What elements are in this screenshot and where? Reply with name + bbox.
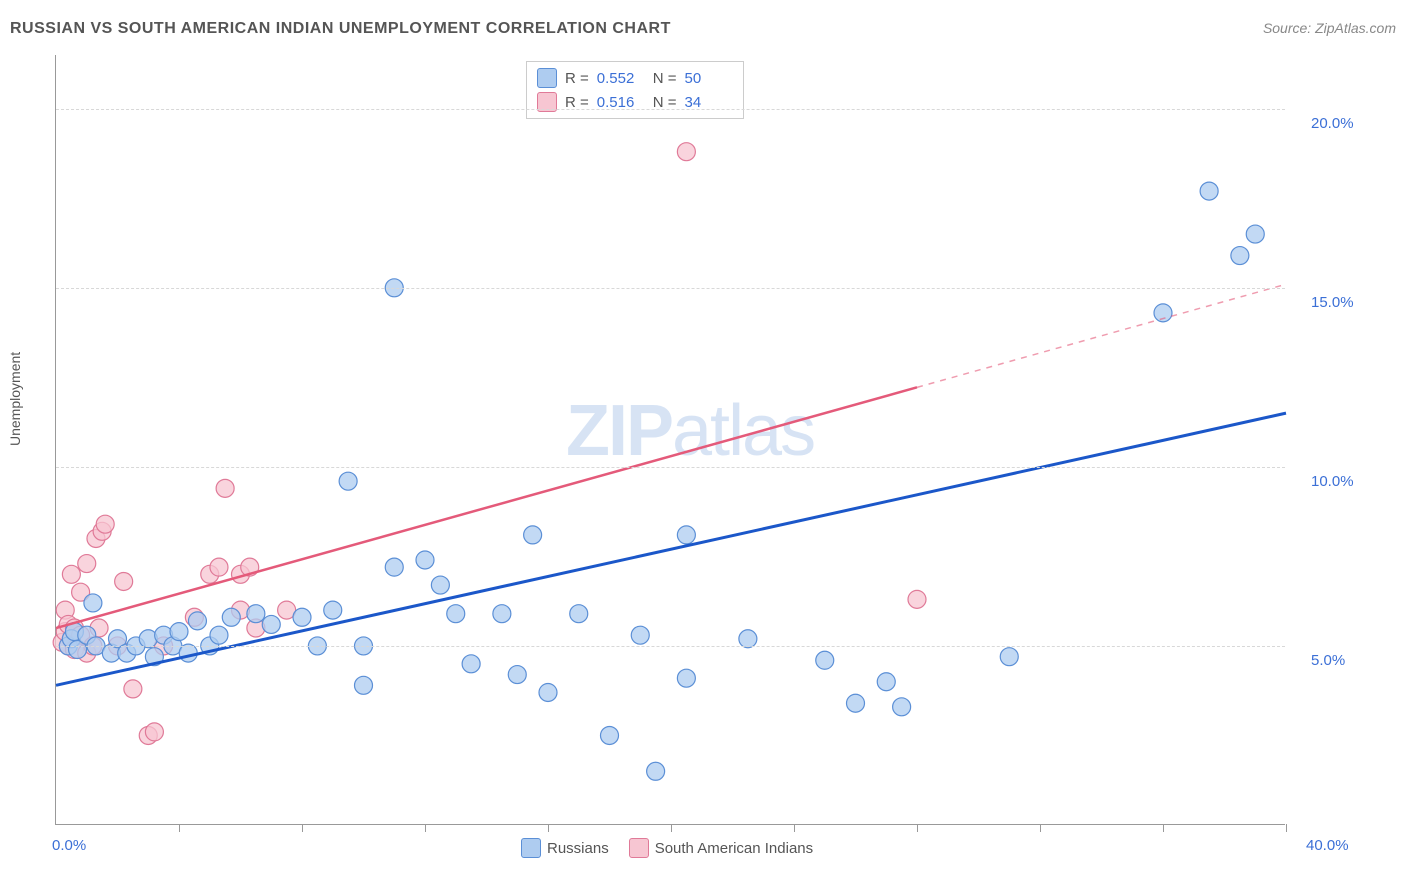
chart-title: RUSSIAN VS SOUTH AMERICAN INDIAN UNEMPLO… [10,20,671,38]
x-tick [179,824,180,832]
data-point-russians [508,666,526,684]
gridline-h [56,288,1285,289]
source-attribution: Source: ZipAtlas.com [1263,20,1396,36]
data-point-sai [62,565,80,583]
data-point-russians [570,605,588,623]
data-point-russians [262,615,280,633]
corr-row-russians: R = 0.552 N = 50 [537,66,733,90]
data-point-russians [431,576,449,594]
data-point-russians [631,626,649,644]
data-point-russians [493,605,511,623]
data-point-russians [539,683,557,701]
data-point-sai [210,558,228,576]
x-tick [1040,824,1041,832]
x-tick [917,824,918,832]
data-point-russians [222,608,240,626]
data-point-russians [339,472,357,490]
n-value-russians: 50 [685,70,733,87]
data-point-sai [145,723,163,741]
n-label: N = [653,70,677,87]
data-point-russians [1246,225,1264,243]
plot-area: ZIPatlas R =0.552N =50R =0.516N =34 Russ… [55,55,1285,825]
x-tick [425,824,426,832]
data-point-russians [462,655,480,673]
data-point-russians [247,605,265,623]
data-point-sai [78,555,96,573]
x-tick [794,824,795,832]
legend-label-russians: Russians [547,840,609,857]
data-point-russians [324,601,342,619]
trend-line-sai-dashed [917,284,1286,387]
x-tick [1163,824,1164,832]
trend-line-sai [56,387,917,628]
data-point-russians [524,526,542,544]
x-tick-label: 40.0% [1306,837,1349,854]
data-point-russians [210,626,228,644]
data-point-russians [877,673,895,691]
gridline-h [56,109,1285,110]
data-point-russians [816,651,834,669]
series-legend: Russians South American Indians [521,838,813,858]
data-point-russians [188,612,206,630]
data-point-sai [677,143,695,161]
gridline-h [56,646,1285,647]
legend-item-russians: Russians [521,838,609,858]
swatch-russians [521,838,541,858]
data-point-russians [647,762,665,780]
gridline-h [56,467,1285,468]
data-point-russians [84,594,102,612]
y-axis-title: Unemployment [7,352,23,446]
data-point-russians [1200,182,1218,200]
data-point-sai [908,590,926,608]
data-point-sai [216,479,234,497]
data-point-russians [677,526,695,544]
r-label: R = [565,70,589,87]
source-prefix: Source: [1263,20,1315,36]
data-point-russians [677,669,695,687]
data-point-sai [115,572,133,590]
data-point-russians [293,608,311,626]
data-point-russians [170,623,188,641]
x-tick [302,824,303,832]
corr-row-sai: R =0.516N =34 [537,90,733,114]
legend-item-sai: South American Indians [629,838,813,858]
source-name: ZipAtlas.com [1315,20,1396,36]
data-point-russians [1231,247,1249,265]
data-point-russians [447,605,465,623]
y-tick-label: 5.0% [1311,652,1345,669]
data-point-russians [1000,648,1018,666]
swatch-russians [537,68,557,88]
y-tick-label: 20.0% [1311,115,1354,132]
data-point-sai [124,680,142,698]
data-point-russians [893,698,911,716]
data-point-russians [416,551,434,569]
y-tick-label: 10.0% [1311,473,1354,490]
data-point-russians [355,676,373,694]
trend-line-russians [56,413,1286,685]
x-tick-label: 0.0% [52,837,86,854]
data-point-sai [96,515,114,533]
correlation-legend: R = 0.552 N = 50 R =0.516N =34 [526,61,744,119]
chart-svg [56,55,1285,824]
title-bar: RUSSIAN VS SOUTH AMERICAN INDIAN UNEMPLO… [10,20,1396,38]
r-value-russians: 0.552 [597,70,645,87]
swatch-sai [629,838,649,858]
x-tick [548,824,549,832]
x-tick [671,824,672,832]
legend-label-sai: South American Indians [655,840,813,857]
y-tick-label: 15.0% [1311,294,1354,311]
x-tick [1286,824,1287,832]
data-point-russians [385,558,403,576]
data-point-russians [601,726,619,744]
data-point-russians [847,694,865,712]
